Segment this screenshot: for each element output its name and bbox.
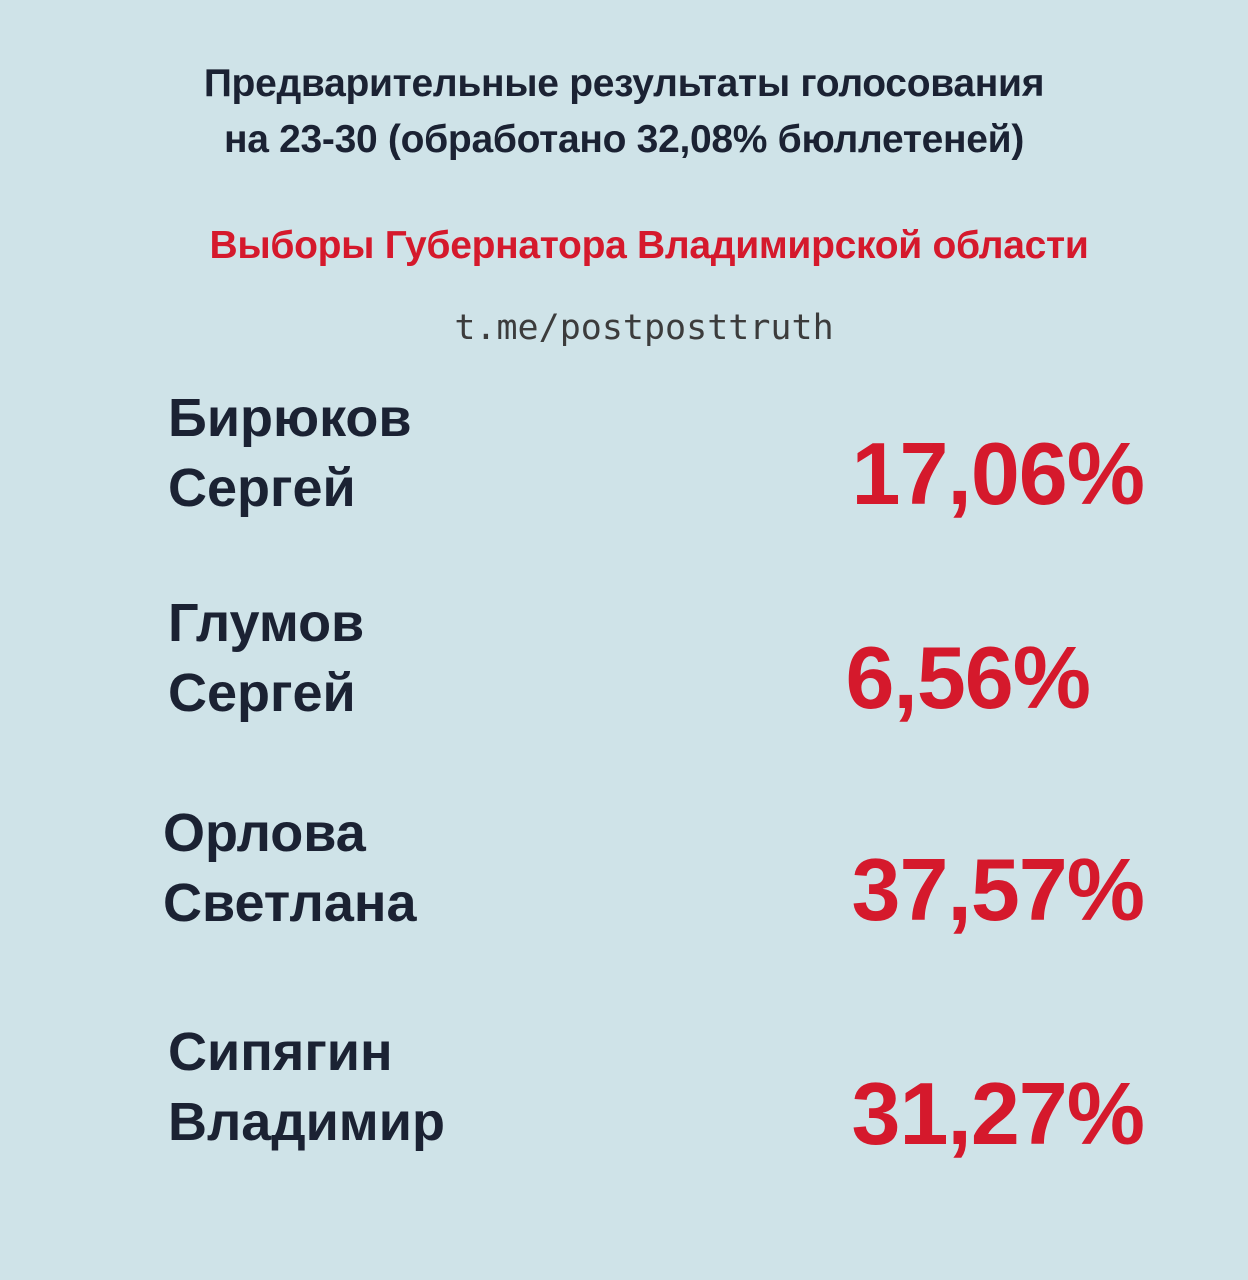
candidate-row: Орлова Светлана 37,57% [0, 798, 1248, 939]
candidate-name: Сипягин Владимир [168, 1017, 445, 1157]
candidate-percent: 31,27% [851, 1064, 1145, 1163]
candidate-surname: Глумов [168, 593, 365, 653]
header-line-2: на 23-30 (обработано 32,08% бюллетеней) [223, 118, 1025, 161]
candidate-row: Глумов Сергей 6,56% [0, 588, 1248, 728]
candidate-surname: Бирюков [168, 388, 412, 448]
candidate-surname: Сипягин [168, 1022, 393, 1082]
results-header: Предварительные результаты голосования н… [0, 56, 1248, 168]
candidate-row: Бирюков Сергей 17,06% [0, 383, 1248, 523]
candidate-percent: 17,06% [851, 424, 1145, 523]
candidate-percent: 6,56% [845, 628, 1091, 727]
candidate-percent: 37,57% [851, 840, 1145, 939]
candidate-name: Орлова Светлана [163, 798, 417, 938]
candidate-row: Сипягин Владимир 31,27% [0, 1017, 1248, 1163]
candidate-first-name: Владимир [168, 1092, 445, 1152]
candidate-first-name: Светлана [163, 873, 417, 933]
election-title: Выборы Губернатора Владимирской области [209, 224, 1089, 267]
candidate-name: Бирюков Сергей [168, 383, 412, 523]
header-line-1: Предварительные результаты голосования [203, 62, 1045, 105]
candidate-first-name: Сергей [168, 458, 356, 518]
source-link: t.me/postposttruth [454, 308, 834, 348]
candidate-name: Глумов Сергей [168, 588, 364, 728]
candidate-first-name: Сергей [168, 663, 356, 723]
candidate-surname: Орлова [163, 803, 366, 863]
